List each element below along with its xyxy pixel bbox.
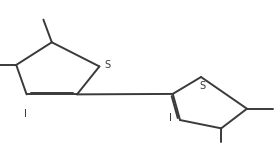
Text: S: S: [199, 81, 206, 91]
Text: S: S: [104, 60, 110, 70]
Text: I: I: [24, 109, 27, 119]
Text: I: I: [169, 113, 172, 123]
